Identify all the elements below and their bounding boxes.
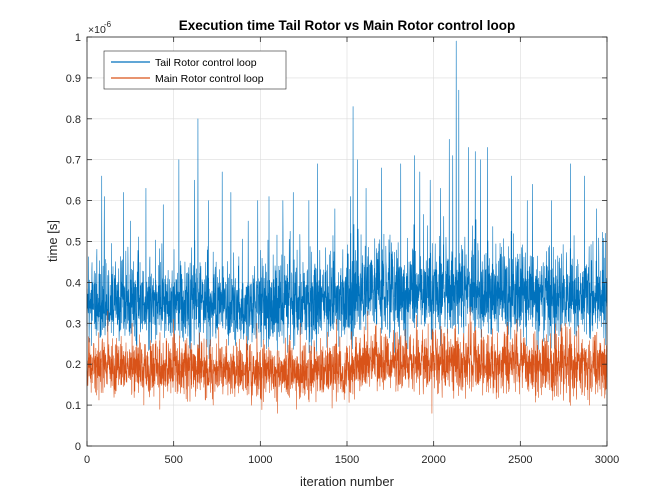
chart-title: Execution time Tail Rotor vs Main Rotor … [179, 18, 516, 33]
x-tick-label: 2500 [508, 454, 532, 466]
y-tick-label: 0.2 [66, 359, 81, 371]
y-tick-label: 0.5 [66, 237, 81, 249]
x-tick-label: 2000 [421, 454, 445, 466]
y-axis-label: time [s] [45, 220, 60, 262]
y-tick-label: 1 [75, 32, 81, 44]
x-tick-label: 1000 [248, 454, 272, 466]
legend-box [103, 50, 287, 90]
y-exponent-base: ×10 [88, 24, 106, 36]
y-tick-label: 0.9 [66, 73, 81, 85]
y-tick-label: 0.4 [66, 277, 81, 289]
x-tick-label: 1500 [335, 454, 359, 466]
axis-ticks: 0 0.1 0.2 0.3 0.4 0.5 0.6 0.7 0.8 0.9 1 0 500 1000 150… [66, 32, 620, 466]
y-exponent-power: -6 [104, 20, 112, 29]
y-exponent: ×10 -6 [88, 20, 112, 36]
y-tick-label: 0 [75, 441, 81, 453]
x-axis-label: iteration number [300, 474, 395, 489]
y-tick-label: 0.1 [66, 400, 81, 412]
y-tick-label: 0.7 [66, 155, 81, 167]
series-layer [86, 40, 608, 414]
x-tick-label: 0 [84, 454, 90, 466]
y-tick-label: 0.3 [66, 318, 81, 330]
x-tick-label: 500 [164, 454, 182, 466]
x-tick-label: 3000 [595, 454, 619, 466]
legend-label-tail-rotor: Tail Rotor control loop [155, 57, 257, 69]
legend-label-main-rotor: Main Rotor control loop [155, 73, 264, 85]
y-tick-label: 0.6 [66, 196, 81, 208]
legend: Tail Rotor control loop Main Rotor contr… [103, 50, 287, 90]
series-line-main-rotor [86, 306, 608, 414]
y-tick-label: 0.8 [66, 114, 81, 126]
